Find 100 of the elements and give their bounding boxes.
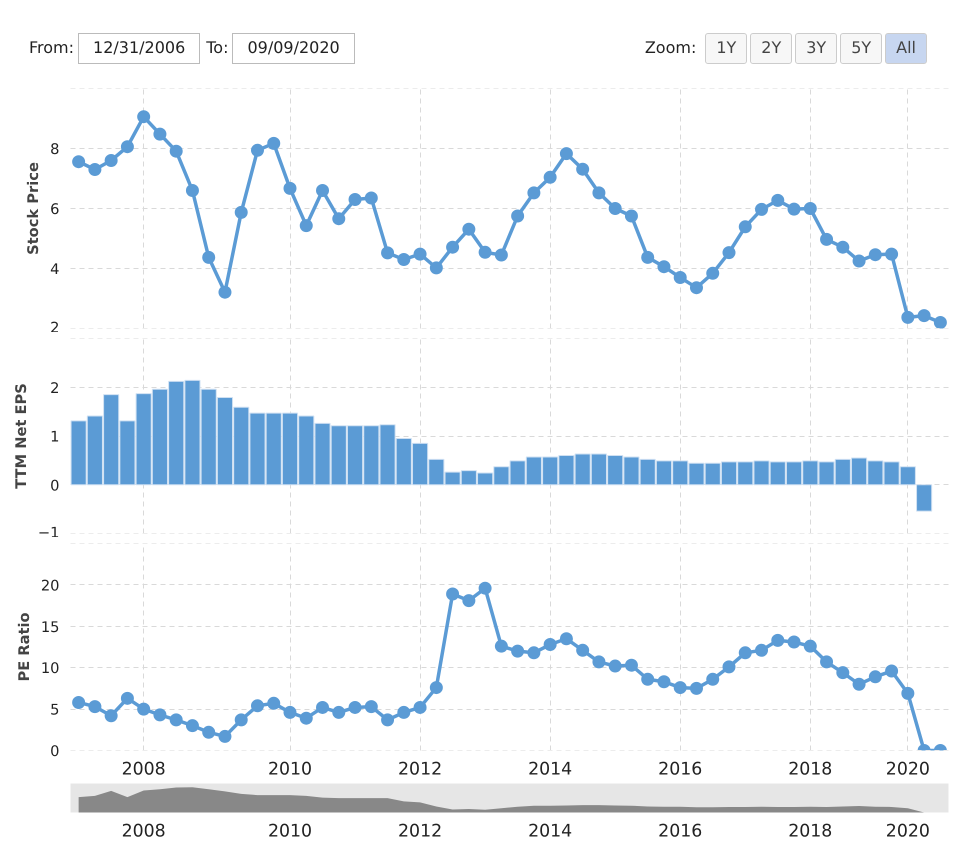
- point: [690, 281, 703, 294]
- x-tick-label: 2020: [886, 760, 930, 780]
- point: [836, 240, 850, 254]
- point: [641, 672, 654, 686]
- point: [674, 681, 687, 694]
- point: [934, 316, 947, 328]
- point: [348, 700, 362, 714]
- x-tick-label: 2008: [122, 822, 166, 842]
- point: [852, 678, 866, 691]
- x-tick-label: 2018: [788, 822, 832, 842]
- point: [364, 700, 378, 714]
- point: [430, 681, 443, 694]
- point: [706, 672, 720, 686]
- point: [170, 144, 183, 158]
- point: [186, 719, 199, 732]
- text: From:: [29, 37, 74, 59]
- point: [738, 646, 752, 660]
- text: All: [885, 33, 927, 64]
- point: [868, 670, 882, 684]
- point: [576, 644, 590, 657]
- point: [820, 655, 834, 668]
- y-tick-label: 4: [50, 261, 60, 278]
- text: 09/09/2020: [232, 33, 355, 64]
- text: 3Y: [795, 33, 838, 64]
- point: [788, 636, 801, 649]
- point: [641, 250, 654, 264]
- y-tick-label: 6: [50, 201, 60, 218]
- point: [608, 202, 622, 215]
- point: [348, 193, 362, 206]
- point: [381, 713, 394, 726]
- point: [284, 182, 296, 195]
- point: [771, 634, 784, 647]
- point: [624, 658, 638, 672]
- point: [381, 246, 394, 260]
- point: [576, 162, 590, 176]
- text: 12/31/2006: [78, 33, 200, 64]
- point: [820, 232, 834, 246]
- point: [674, 271, 687, 284]
- point: [316, 184, 330, 197]
- point: [88, 700, 102, 714]
- point: [120, 692, 134, 705]
- point: [885, 664, 898, 678]
- point: [218, 286, 232, 299]
- point: [690, 682, 703, 695]
- x-tick-label: 2014: [528, 760, 572, 780]
- point: [234, 713, 248, 726]
- point: [88, 163, 102, 176]
- point: [202, 250, 216, 264]
- point: [267, 136, 280, 150]
- y-axis-title: TTM Net EPS: [12, 383, 30, 489]
- x-tick-label: 2010: [268, 822, 312, 842]
- point: [608, 660, 622, 673]
- point: [804, 640, 817, 653]
- point: [657, 675, 670, 688]
- text: 5Y: [840, 33, 882, 64]
- text: To:: [206, 37, 228, 59]
- x-tick-label: 2018: [788, 760, 832, 780]
- point: [738, 220, 752, 234]
- point: [901, 686, 914, 700]
- point: [250, 699, 264, 712]
- point: [544, 170, 557, 184]
- x-tick-label: 2020: [886, 822, 930, 842]
- point: [918, 309, 931, 322]
- point: [836, 666, 850, 680]
- point: [72, 155, 86, 168]
- point: [868, 248, 882, 262]
- y-axis-title: PE Ratio: [16, 612, 33, 682]
- point: [478, 246, 492, 259]
- point: [153, 708, 166, 722]
- point: [300, 712, 313, 725]
- x-tick-label: 2014: [528, 822, 572, 842]
- point: [592, 186, 606, 200]
- point: [202, 726, 216, 739]
- point: [218, 730, 232, 743]
- point: [527, 646, 540, 660]
- point: [397, 706, 410, 719]
- point: [153, 128, 166, 141]
- x-tick-label: 2016: [658, 760, 702, 780]
- point: [332, 212, 346, 226]
- x-tick-label: 2012: [398, 822, 442, 842]
- text: Zoom:: [644, 37, 696, 59]
- point: [511, 210, 524, 222]
- point: [544, 638, 557, 652]
- point: [364, 192, 378, 204]
- text: 1Y: [705, 33, 748, 64]
- x-tick-label: 2008: [122, 760, 166, 780]
- point: [300, 219, 313, 232]
- point: [137, 110, 150, 124]
- point: [316, 700, 330, 714]
- point: [494, 640, 508, 653]
- point: [722, 660, 736, 674]
- point: [462, 594, 476, 608]
- point: [446, 240, 460, 254]
- point: [494, 248, 508, 262]
- text: 2Y: [750, 33, 792, 64]
- point: [657, 260, 670, 274]
- point: [901, 310, 914, 324]
- y-tick-label: 0: [50, 477, 60, 494]
- point: [706, 266, 720, 280]
- y-tick-label: 0: [50, 743, 60, 760]
